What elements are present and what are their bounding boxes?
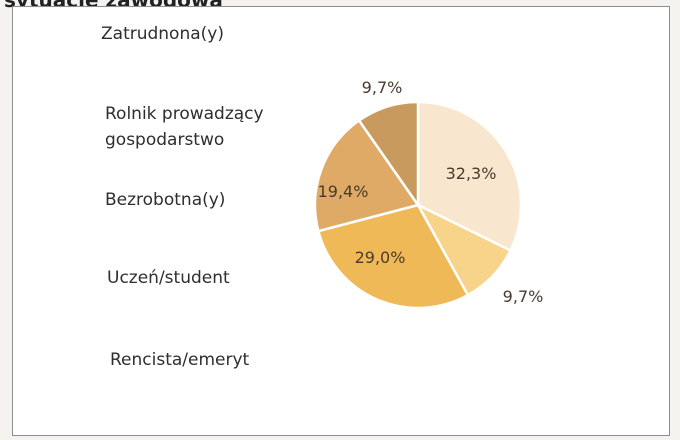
data-label-rolnik: 9,7% [503,287,544,306]
data-label-rencista-emeryt: 9,7% [362,78,403,97]
slice-zatrudniona [416,100,523,253]
legend-entry-uczen-student: Uczeń/student [107,268,230,288]
data-label-bezrobotna: 29,0% [355,248,406,267]
slice-rencista-emeryt [357,100,420,209]
legend-entry-bezrobotna: Bezrobotna(y) [105,190,226,210]
chart-frame: Zatrudnona(y) Rolnik prowadzący gospodar… [12,6,670,436]
data-label-zatrudniona: 32,3% [446,164,497,183]
slice-uczen-student [313,118,421,233]
legend-entry-zatrudniona: Zatrudnona(y) [101,24,224,44]
pie-chart: 32,3% 9,7% 29,0% 19,4% 9,7% [313,78,544,310]
slice-bezrobotna [316,203,470,310]
legend-entry-rencista-emeryt: Rencista/emeryt [110,350,250,370]
data-label-uczen-student: 19,4% [318,182,369,201]
legend-entry-rolnik: Rolnik prowadzący gospodarstwo [105,104,264,150]
